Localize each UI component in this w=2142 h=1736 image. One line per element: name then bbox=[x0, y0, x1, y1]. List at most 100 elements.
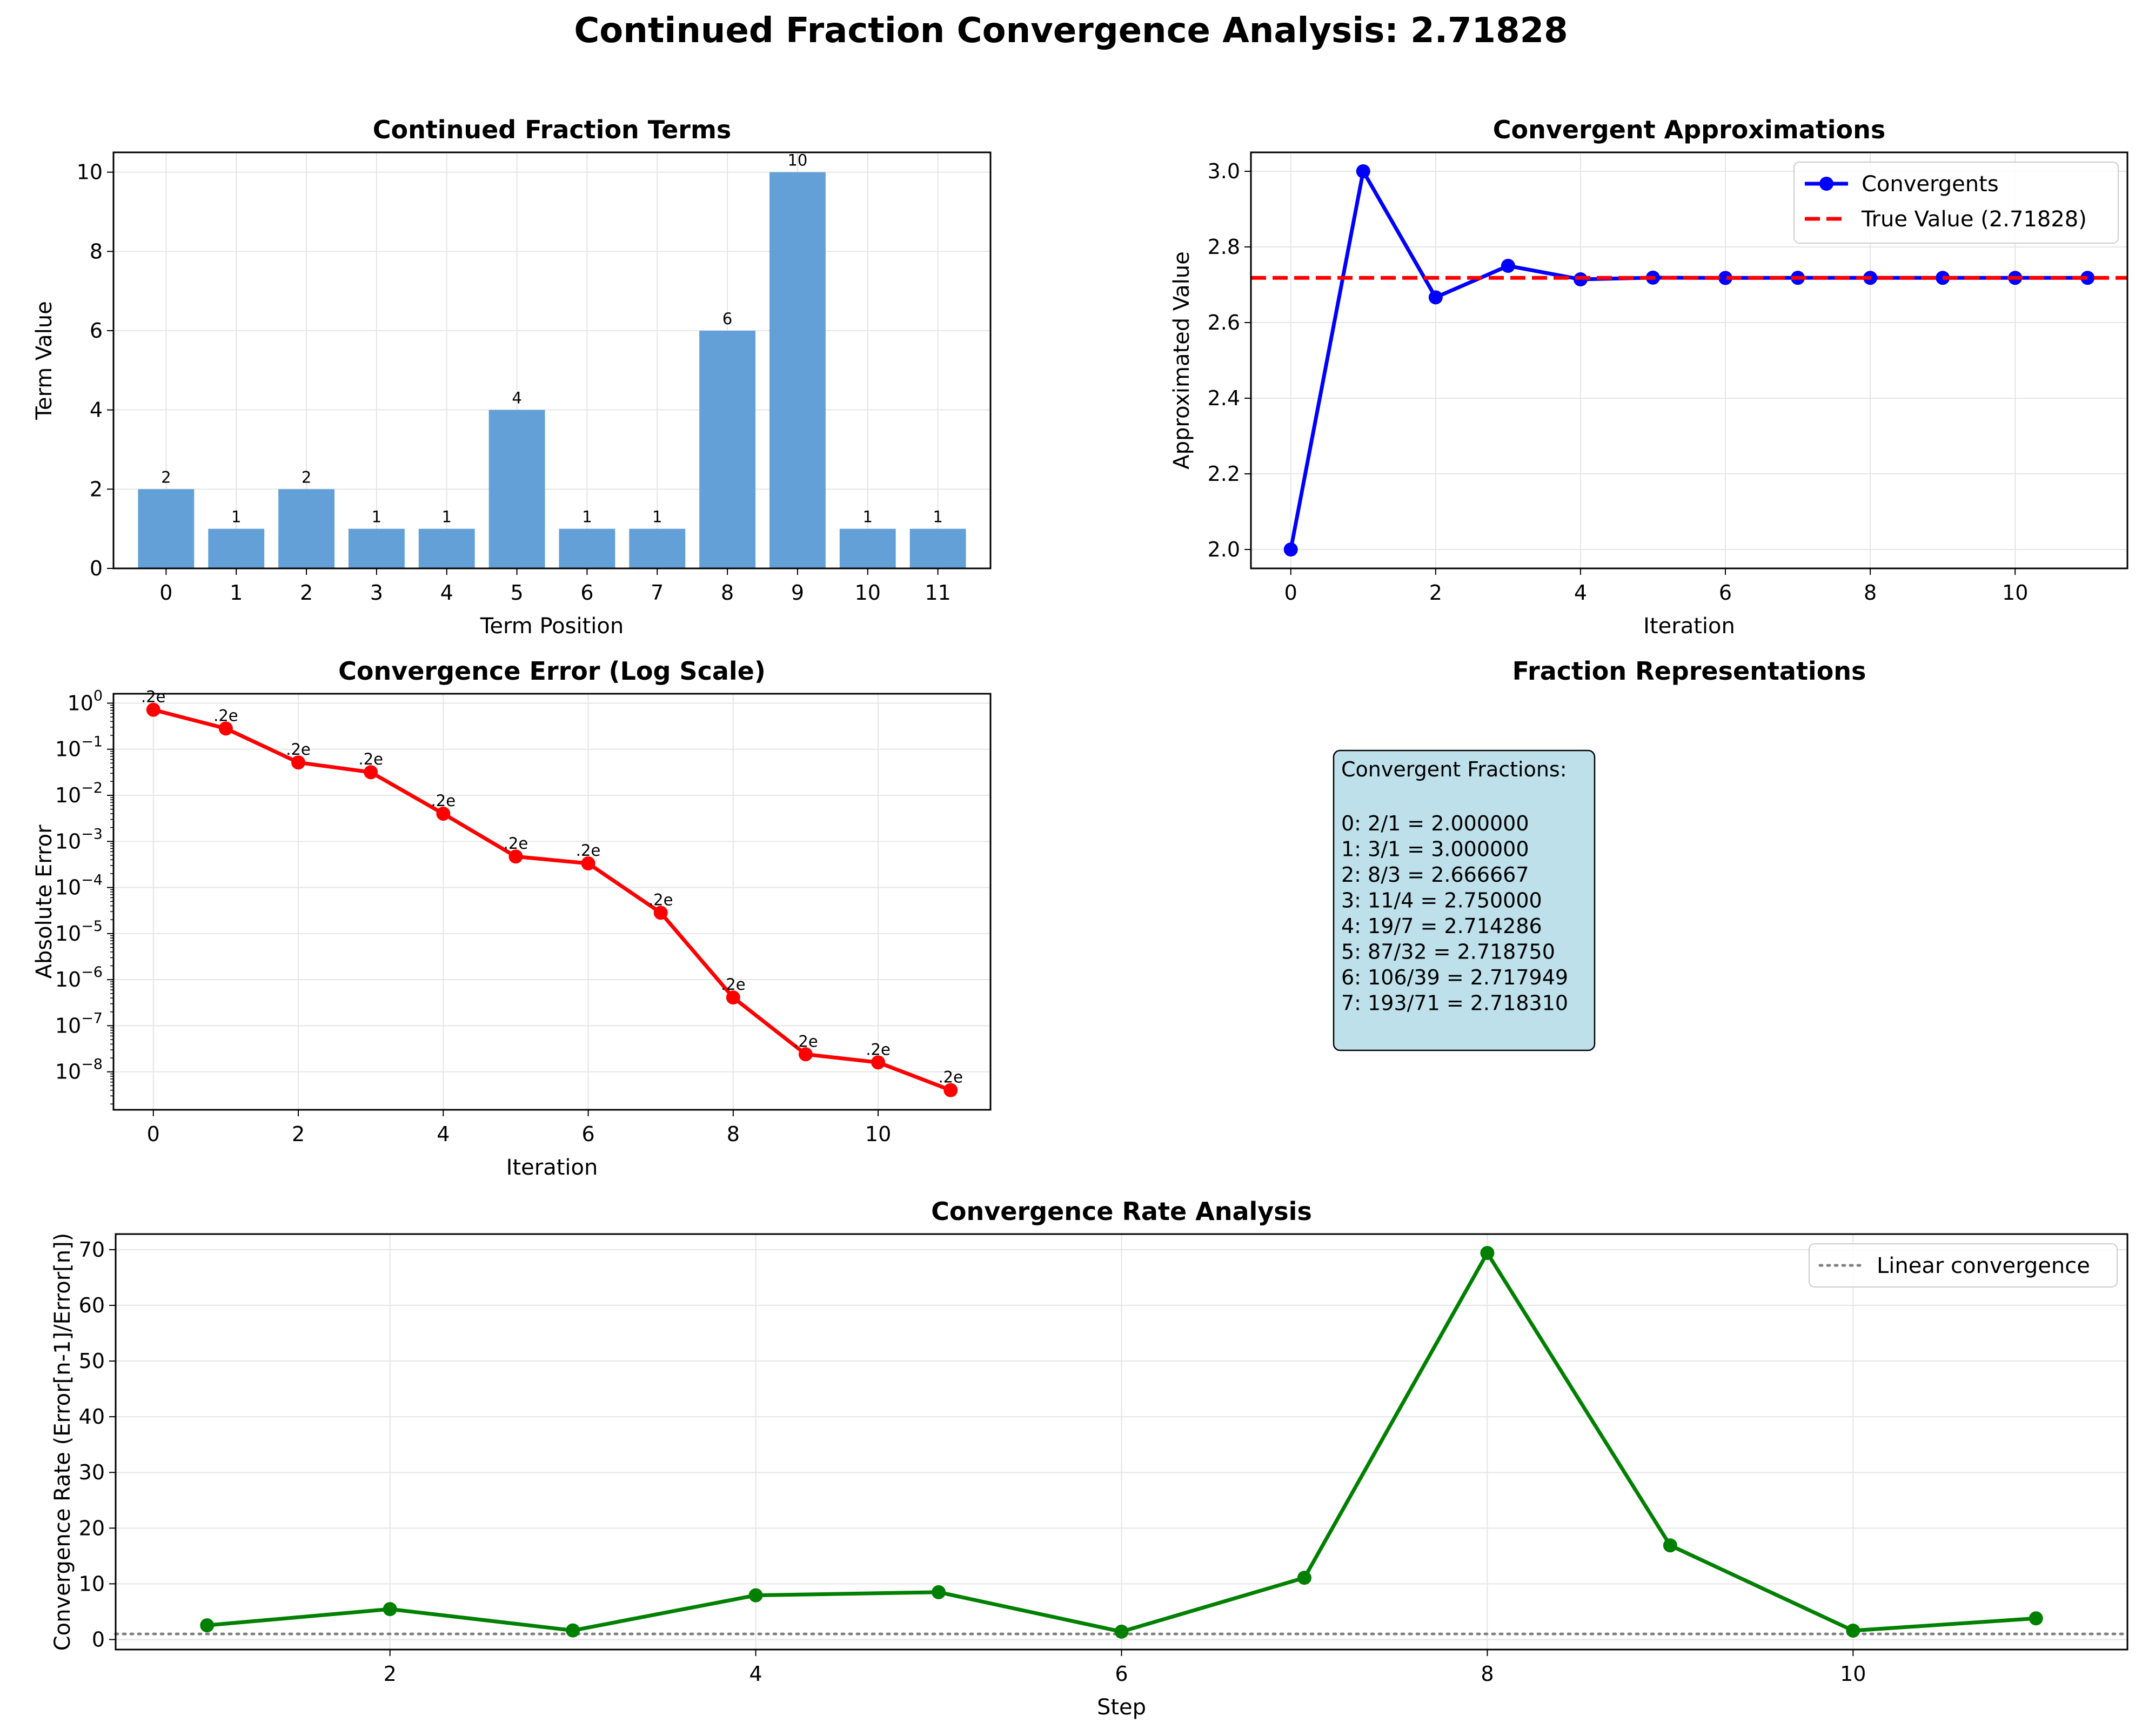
x-tick-label: 10 bbox=[1840, 1662, 1866, 1686]
error-point-label: .2e bbox=[358, 750, 383, 768]
error-point-label: .2e bbox=[648, 890, 673, 909]
error-point-label: .2e bbox=[431, 792, 456, 810]
rate-point bbox=[748, 1588, 763, 1603]
x-tick-label: 8 bbox=[721, 581, 734, 605]
error-point bbox=[291, 755, 306, 770]
convergents-line-chart: 0 2 4 6 8 10 2.0 2.2 2.4 2.6 2.8 3.0 Convergent Appr… bbox=[1169, 115, 2128, 639]
x-tick-label: 2 bbox=[292, 1122, 305, 1146]
bar bbox=[699, 331, 756, 568]
y-tick-label: 2 bbox=[90, 477, 103, 501]
x-tick-label: 8 bbox=[727, 1122, 740, 1146]
plot-frame bbox=[1250, 151, 2128, 569]
x-tick-label: 6 bbox=[581, 1122, 594, 1146]
rate-point bbox=[1297, 1571, 1311, 1585]
x-tick-label: 7 bbox=[651, 581, 664, 605]
bar bbox=[559, 528, 615, 568]
rate-point bbox=[1663, 1538, 1677, 1553]
x-tick-label: 9 bbox=[791, 581, 804, 605]
x-tick-label: 4 bbox=[749, 1662, 762, 1686]
legend-label-true-value: True Value (2.71828) bbox=[1861, 207, 2087, 232]
bar-value-label: 1 bbox=[582, 508, 592, 526]
fraction-line: 6: 106/39 = 2.717949 bbox=[1341, 966, 1568, 989]
y-tick-label: 10−3 bbox=[55, 826, 103, 853]
terms-y-axis-label: Term Value bbox=[32, 301, 57, 420]
y-tick-label: 3.0 bbox=[1208, 159, 1240, 183]
bar bbox=[348, 528, 405, 568]
convergence-rate-chart: 2 4 6 8 10 0 10 20 30 40 50 60 70 Convergence Rate An… bbox=[50, 1197, 2129, 1720]
rate-point bbox=[383, 1602, 397, 1617]
error-point bbox=[364, 765, 378, 780]
convergents-point bbox=[2080, 271, 2095, 285]
convergents-point bbox=[1283, 542, 1298, 557]
plot-frame bbox=[112, 151, 992, 569]
bar-value-label: 2 bbox=[161, 468, 171, 486]
y-tick-label: 20 bbox=[79, 1516, 105, 1540]
error-point bbox=[508, 849, 523, 864]
y-tick-label: 0 bbox=[90, 557, 103, 580]
error-point-label: .2e bbox=[504, 834, 528, 853]
terms-x-axis-label: Term Position bbox=[480, 614, 624, 639]
error-point bbox=[581, 856, 595, 871]
error-point bbox=[218, 721, 233, 736]
x-tick-label: 0 bbox=[159, 581, 172, 605]
bar-value-label: 1 bbox=[863, 508, 873, 526]
figure-title: Continued Fraction Convergence Analysis:… bbox=[574, 11, 1568, 51]
legend-marker-convergents bbox=[1819, 177, 1833, 191]
bar bbox=[208, 528, 265, 568]
fraction-box-heading: Convergent Fractions: bbox=[1341, 758, 1567, 781]
rate-point bbox=[566, 1623, 580, 1638]
fraction-line: 2: 8/3 = 2.666667 bbox=[1341, 863, 1529, 887]
legend-box bbox=[1809, 1243, 2118, 1288]
bar-value-label: 1 bbox=[933, 508, 942, 526]
y-tick-label: 8 bbox=[90, 239, 103, 263]
y-tick-label: 10−1 bbox=[55, 734, 103, 761]
y-tick-label: 10 bbox=[79, 1572, 105, 1596]
legend-label-convergents: Convergents bbox=[1862, 172, 1999, 197]
x-tick-label: 4 bbox=[437, 1122, 450, 1146]
y-tick-label: 2.2 bbox=[1208, 462, 1240, 486]
y-tick-label: 50 bbox=[79, 1349, 105, 1373]
x-tick-label: 6 bbox=[1719, 581, 1732, 605]
error-point-label: .2e bbox=[286, 740, 311, 759]
y-tick-label: 4 bbox=[90, 398, 103, 422]
bar-value-label: 1 bbox=[652, 508, 662, 526]
x-tick-label: 0 bbox=[1284, 581, 1297, 605]
bar-value-label: 10 bbox=[787, 151, 807, 170]
y-tick-label: 0 bbox=[92, 1627, 105, 1651]
legend-box bbox=[1793, 162, 2119, 244]
error-point bbox=[798, 1047, 813, 1062]
bar-value-label: 1 bbox=[231, 508, 241, 526]
y-tick-label: 2.6 bbox=[1208, 311, 1240, 334]
terms-title: Continued Fraction Terms bbox=[373, 115, 732, 144]
y-tick-label: 2.8 bbox=[1208, 235, 1240, 259]
plot-frame bbox=[115, 1233, 2128, 1651]
conv-x-axis-label: Iteration bbox=[1643, 614, 1735, 639]
rate-title: Convergence Rate Analysis bbox=[931, 1197, 1312, 1226]
fraction-line: 5: 87/32 = 2.718750 bbox=[1341, 940, 1555, 964]
convergents-point bbox=[1501, 259, 1515, 273]
x-tick-label: 8 bbox=[1864, 581, 1877, 605]
x-tick-label: 0 bbox=[147, 1122, 160, 1146]
bar bbox=[488, 410, 545, 568]
y-tick-label: 60 bbox=[79, 1293, 105, 1317]
y-tick-label: 10−7 bbox=[55, 1010, 103, 1037]
y-tick-label: 10−8 bbox=[55, 1056, 103, 1084]
bar bbox=[418, 528, 475, 568]
x-tick-label: 4 bbox=[1574, 581, 1587, 605]
error-point-label: .2e bbox=[721, 975, 746, 994]
error-log-chart: 0 2 4 6 8 10 100 10−1 10−2 10−3 10−4 10−5 10−6 10−7 10… bbox=[32, 656, 992, 1180]
error-point bbox=[726, 990, 740, 1005]
error-line bbox=[152, 708, 952, 1092]
x-tick-label: 6 bbox=[580, 581, 593, 605]
conv-y-axis-label: Approximated Value bbox=[1169, 251, 1194, 469]
bar bbox=[629, 528, 686, 568]
rate-point bbox=[200, 1618, 215, 1633]
y-tick-label: 40 bbox=[79, 1405, 105, 1429]
x-tick-label: 5 bbox=[510, 581, 523, 605]
x-tick-label: 1 bbox=[230, 581, 243, 605]
plot-frame bbox=[112, 693, 992, 1111]
y-tick-label: 10−6 bbox=[55, 964, 103, 991]
rate-y-axis-label: Convergence Rate (Error[n-1]/Error[n]) bbox=[50, 1233, 75, 1651]
